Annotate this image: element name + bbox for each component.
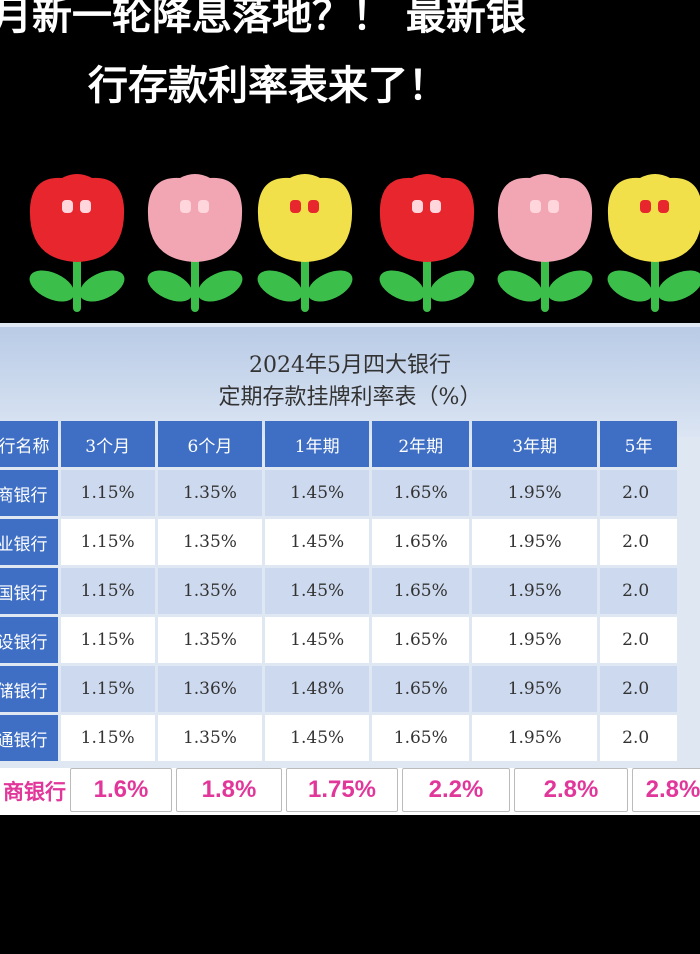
- rate-cell: 2.0: [600, 519, 677, 565]
- header-3-months: 3个月: [60, 421, 155, 467]
- header-1-year: 1年期: [265, 421, 370, 467]
- rate-cell: 1.35%: [157, 519, 263, 565]
- highlight-bank-name: 商银行: [3, 780, 66, 804]
- highlight-value-6-months: 1.8%: [176, 768, 282, 812]
- highlight-value-5-year: 2.8%: [632, 768, 700, 812]
- rate-cell: 1.95%: [472, 617, 598, 663]
- table-row: 设银行 1.15% 1.35% 1.45% 1.65% 1.95% 2.0: [0, 617, 677, 663]
- rate-cell: 2.0: [600, 617, 677, 663]
- rate-cell: 1.45%: [265, 715, 370, 761]
- headline: 月新一轮降息落地？！ 最新银 行存款利率表来了！: [0, 0, 700, 120]
- table-title: 2024年5月四大银行 定期存款挂牌利率表（%）: [0, 327, 700, 437]
- rate-cell: 1.35%: [157, 617, 263, 663]
- table-row: 商银行 1.15% 1.35% 1.45% 1.65% 1.95% 2.0: [0, 470, 677, 516]
- rate-cell: 2.0: [600, 666, 677, 712]
- table-row: 业银行 1.15% 1.35% 1.45% 1.65% 1.95% 2.0: [0, 519, 677, 565]
- highlight-value-3-year: 2.8%: [514, 768, 628, 812]
- rate-cell: 1.45%: [265, 470, 370, 516]
- rate-cell: 1.35%: [157, 470, 263, 516]
- rate-cell: 1.15%: [60, 617, 155, 663]
- table-row: 通银行 1.15% 1.35% 1.45% 1.65% 1.95% 2.0: [0, 715, 677, 761]
- pink-tulip-icon: [490, 168, 600, 318]
- header-6-months: 6个月: [157, 421, 263, 467]
- rate-cell: 1.65%: [372, 715, 470, 761]
- header-3-year: 3年期: [472, 421, 598, 467]
- bank-name-cell: 商银行: [0, 470, 58, 516]
- bank-name-cell: 业银行: [0, 519, 58, 565]
- rate-cell: 1.65%: [372, 568, 470, 614]
- rate-cell: 2.0: [600, 470, 677, 516]
- rate-cell: 1.95%: [472, 715, 598, 761]
- table-row: 储银行 1.15% 1.36% 1.48% 1.65% 1.95% 2.0: [0, 666, 677, 712]
- rate-table-panel: 2024年5月四大银行 定期存款挂牌利率表（%） 行名称 3个月 6个月 1年期…: [0, 323, 700, 815]
- rate-cell: 1.45%: [265, 568, 370, 614]
- table-title-line-1: 2024年5月四大银行: [249, 353, 451, 378]
- rate-table: 行名称 3个月 6个月 1年期 2年期 3年期 5年 商银行 1.15% 1.35%…: [0, 418, 680, 764]
- rate-cell: 1.95%: [472, 470, 598, 516]
- header-2-year: 2年期: [372, 421, 470, 467]
- red-tulip-icon: [22, 168, 132, 318]
- highlight-row: 商银行 1.6% 1.8% 1.75% 2.2% 2.8% 2.8%: [0, 768, 700, 815]
- rate-cell: 1.15%: [60, 715, 155, 761]
- highlight-value-1-year: 1.75%: [286, 768, 398, 812]
- rate-cell: 1.15%: [60, 519, 155, 565]
- rate-cell: 1.65%: [372, 519, 470, 565]
- rate-cell: 1.15%: [60, 666, 155, 712]
- rate-cell: 2.0: [600, 568, 677, 614]
- table-header-row: 行名称 3个月 6个月 1年期 2年期 3年期 5年: [0, 421, 677, 467]
- rate-cell: 1.45%: [265, 617, 370, 663]
- rate-cell: 2.0: [600, 715, 677, 761]
- rate-cell: 1.65%: [372, 470, 470, 516]
- rate-cell: 1.95%: [472, 519, 598, 565]
- rate-cell: 1.36%: [157, 666, 263, 712]
- flower-decoration-row: [0, 168, 700, 328]
- bank-name-cell: 国银行: [0, 568, 58, 614]
- rate-cell: 1.65%: [372, 666, 470, 712]
- headline-line-2: 行存款利率表来了！: [88, 63, 448, 109]
- rate-cell: 1.65%: [372, 617, 470, 663]
- rate-cell: 1.45%: [265, 519, 370, 565]
- rate-cell: 1.35%: [157, 715, 263, 761]
- rate-cell: 1.35%: [157, 568, 263, 614]
- red-tulip-icon: [372, 168, 482, 318]
- pink-tulip-icon: [140, 168, 250, 318]
- yellow-tulip-icon: [600, 168, 700, 318]
- highlight-value-3-months: 1.6%: [70, 768, 172, 812]
- headline-line-1: 月新一轮降息落地？！ 最新银: [0, 0, 526, 39]
- table-title-line-2: 定期存款挂牌利率表（%）: [218, 385, 482, 410]
- rate-cell: 1.95%: [472, 666, 598, 712]
- header-5-year: 5年: [600, 421, 677, 467]
- yellow-tulip-icon: [250, 168, 360, 318]
- table-row: 国银行 1.15% 1.35% 1.45% 1.65% 1.95% 2.0: [0, 568, 677, 614]
- bank-name-cell: 储银行: [0, 666, 58, 712]
- bank-name-cell: 设银行: [0, 617, 58, 663]
- rate-cell: 1.95%: [472, 568, 598, 614]
- highlight-value-2-year: 2.2%: [402, 768, 510, 812]
- rate-cell: 1.15%: [60, 568, 155, 614]
- rate-cell: 1.15%: [60, 470, 155, 516]
- bank-name-cell: 通银行: [0, 715, 58, 761]
- rate-cell: 1.48%: [265, 666, 370, 712]
- header-bank-name: 行名称: [0, 421, 58, 467]
